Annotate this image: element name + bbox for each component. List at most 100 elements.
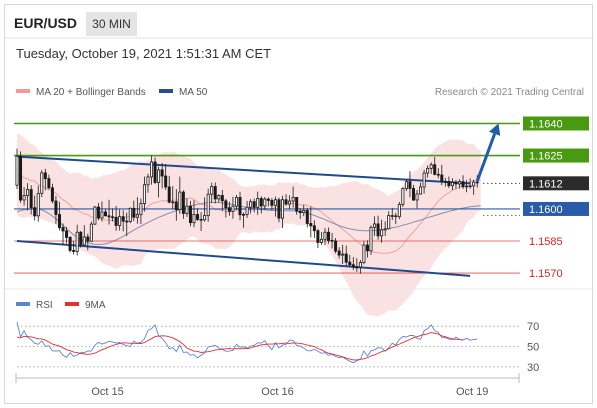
candle-body-up <box>150 161 154 178</box>
level-1-1640-label: 1.1640 <box>529 119 563 131</box>
candle-body-down <box>125 220 129 223</box>
candle-body-down <box>252 201 256 208</box>
candle <box>100 201 104 222</box>
candle <box>245 200 249 218</box>
ma20-legend-label: MA 20 + Bollinger Bands <box>36 87 146 98</box>
candle <box>344 245 348 266</box>
candle-body-down <box>96 206 100 219</box>
candle-body-down <box>295 197 299 212</box>
candle <box>199 212 203 231</box>
candle <box>270 198 274 211</box>
candle-body-down <box>408 181 412 189</box>
candle-body-down <box>351 264 355 268</box>
candle <box>373 216 377 236</box>
candle-body-up <box>291 197 295 202</box>
candle-body-down <box>33 207 37 217</box>
candle <box>447 176 451 189</box>
candle-body-down <box>121 216 125 222</box>
candle-body-up <box>380 229 384 237</box>
candle-body-down <box>266 198 270 201</box>
candle <box>210 182 214 203</box>
candle-body-down <box>174 201 178 210</box>
candle-body-down <box>238 197 242 216</box>
rsi-legend-label: RSI <box>36 300 53 311</box>
candle-body-up <box>82 236 86 246</box>
candle <box>351 257 355 271</box>
candle <box>365 240 369 258</box>
candle-body-down <box>199 219 203 221</box>
candle-body-up <box>397 204 401 218</box>
candle <box>390 207 394 221</box>
candle <box>429 162 433 174</box>
candle <box>426 165 430 178</box>
candle-body-up <box>323 231 327 240</box>
candle-body-down <box>54 200 58 215</box>
candle <box>111 208 115 222</box>
candle-body-down <box>327 231 331 241</box>
candle-body-up <box>263 198 267 207</box>
candle <box>47 174 51 190</box>
candle <box>86 233 90 251</box>
candle <box>309 206 313 238</box>
candle <box>401 187 405 208</box>
candle <box>181 190 185 219</box>
candle-body-down <box>65 230 69 238</box>
candle <box>203 197 207 222</box>
candle-body-up <box>242 214 246 216</box>
candle <box>125 212 129 237</box>
candle-body-down <box>440 174 444 182</box>
candle <box>305 207 309 228</box>
candle <box>436 168 440 179</box>
candle <box>404 179 408 192</box>
rsi-legend-swatch <box>16 302 30 306</box>
target-arrow-head <box>489 123 501 136</box>
candle-body-up <box>419 186 423 195</box>
candle-body-down <box>344 253 348 263</box>
candle-body-up <box>288 200 292 205</box>
candle <box>164 164 168 190</box>
candle <box>468 178 472 189</box>
candle <box>330 232 334 249</box>
candle <box>160 163 164 189</box>
candle <box>362 241 366 265</box>
chart-panel: EUR/USD 30 MIN Tuesday, October 19, 2021… <box>4 4 594 404</box>
candle <box>33 195 37 221</box>
candle <box>96 202 100 221</box>
candle <box>217 194 221 203</box>
candle-body-down <box>86 236 90 242</box>
datetime-label: Tuesday, October 19, 2021 1:51:31 AM CET <box>16 46 271 61</box>
candle-body-up <box>245 206 249 215</box>
candle <box>443 177 447 187</box>
rsi-line <box>16 321 478 364</box>
candles-layer <box>15 148 479 274</box>
candle-body-up <box>217 195 221 200</box>
candle-body-down <box>68 236 72 251</box>
credit-text: Research © 2021 Trading Central <box>435 87 584 98</box>
level-1-1585-label: 1.1585 <box>529 236 563 248</box>
candle-body-down <box>107 215 111 218</box>
level-1-1600-label: 1.1600 <box>529 204 563 216</box>
chart-canvas: EUR/USD 30 MIN Tuesday, October 19, 2021… <box>5 12 594 398</box>
candle <box>380 219 384 243</box>
candle-body-down <box>433 164 437 175</box>
level-1-1570-label: 1.1570 <box>529 268 563 280</box>
candle <box>178 176 182 214</box>
candle-body-down <box>447 180 451 187</box>
candle-body-down <box>316 230 320 243</box>
candle-body-up <box>75 231 79 252</box>
candle-body-up <box>171 201 175 204</box>
candle-body-up <box>185 205 189 214</box>
candle <box>93 205 97 225</box>
candle <box>334 238 338 254</box>
candle <box>408 171 412 198</box>
candle-body-up <box>93 206 97 225</box>
x-tick-label: Oct 16 <box>261 386 293 398</box>
level-1-1612-label-bg <box>523 176 589 191</box>
candle-body-down <box>394 215 398 218</box>
candle-body-down <box>57 214 61 228</box>
candle <box>146 173 150 193</box>
candle-body-up <box>178 191 182 210</box>
candle <box>298 208 302 219</box>
candle-body-up <box>231 205 235 212</box>
candle <box>397 201 401 220</box>
